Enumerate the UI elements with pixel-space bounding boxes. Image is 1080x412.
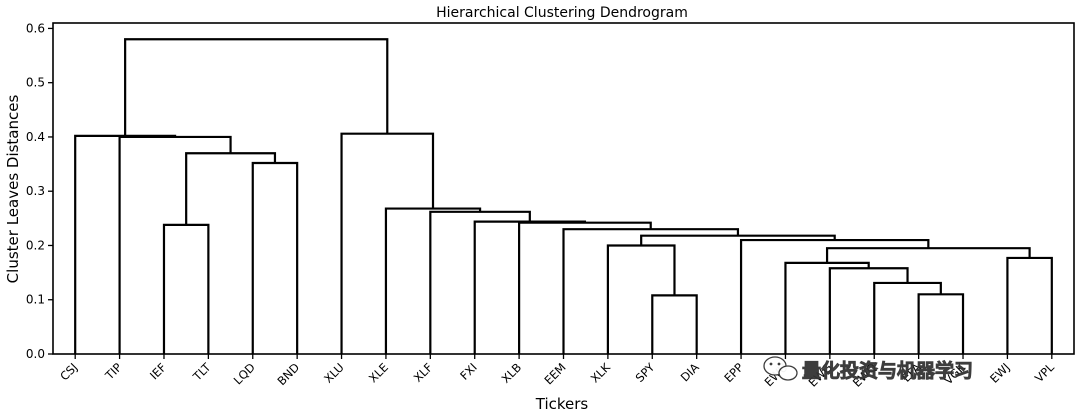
y-tick-label: 0.3 xyxy=(26,184,45,198)
y-tick-label: 0.1 xyxy=(26,293,45,307)
dendrogram-link xyxy=(651,294,698,354)
x-axis-label: Tickers xyxy=(535,395,589,412)
leaf-label: DIA xyxy=(678,360,702,384)
leaf-label: IEF xyxy=(147,360,169,382)
dendrogram-link xyxy=(384,207,482,354)
leaf-label: LQD xyxy=(231,360,258,387)
dendrogram-link xyxy=(562,228,740,354)
dendrogram-link xyxy=(74,134,177,354)
dendrogram-link xyxy=(739,238,930,354)
leaf-label: XLK xyxy=(588,360,614,386)
y-tick-label: 0.6 xyxy=(26,21,45,35)
watermark-text: 量化投资与机器学习 xyxy=(802,359,973,382)
leaf-label: TIP xyxy=(102,360,125,383)
leaf-label: SPY xyxy=(633,360,658,385)
dendrogram-link xyxy=(473,220,587,354)
dendrogram-link xyxy=(606,244,676,354)
dendrogram-link xyxy=(825,247,1031,263)
leaf-label: VPL xyxy=(1032,360,1057,385)
leaf-label: BND xyxy=(274,360,302,388)
dendrogram-link xyxy=(185,152,277,225)
dendrogram-link xyxy=(251,161,299,354)
leaf-label: XLU xyxy=(321,360,347,386)
dendrogram-link xyxy=(124,38,389,136)
wechat-icon xyxy=(763,356,798,381)
leaf-label: EWJ xyxy=(987,360,1012,385)
dendrogram-link xyxy=(518,221,652,354)
leaf-label: EPP xyxy=(721,360,746,385)
leaf-label: XLB xyxy=(499,360,525,386)
y-tick-label: 0.5 xyxy=(26,76,45,90)
leaf-label: XLE xyxy=(366,360,391,385)
leaf-label: FXI xyxy=(457,360,480,383)
y-axis-label: Cluster Leaves Distances xyxy=(4,95,22,284)
dendrogram-link xyxy=(162,223,210,354)
leaf-label: XLF xyxy=(411,360,436,385)
dendrogram-link xyxy=(917,293,965,354)
y-tick-label: 0.0 xyxy=(26,347,45,361)
dendrogram-link xyxy=(118,135,232,354)
y-tick-label: 0.2 xyxy=(26,238,45,252)
dendrogram-link xyxy=(1006,256,1053,354)
leaf-label: CSJ xyxy=(57,360,80,383)
dendrogram-link xyxy=(828,267,909,354)
dendrogram-link xyxy=(429,210,531,354)
dendrogram-links xyxy=(74,38,1053,354)
y-axis: 0.0 0.1 0.2 0.3 0.4 0.5 0.6 xyxy=(26,21,53,361)
y-tick-label: 0.4 xyxy=(26,130,45,144)
dendrogram-link xyxy=(784,261,870,354)
leaf-label: EEM xyxy=(541,360,568,387)
watermark: 量化投资与机器学习 xyxy=(763,356,973,382)
leaf-label: TLT xyxy=(190,360,215,385)
chart-title: Hierarchical Clustering Dendrogram xyxy=(436,5,688,21)
dendrogram-link xyxy=(340,132,435,354)
